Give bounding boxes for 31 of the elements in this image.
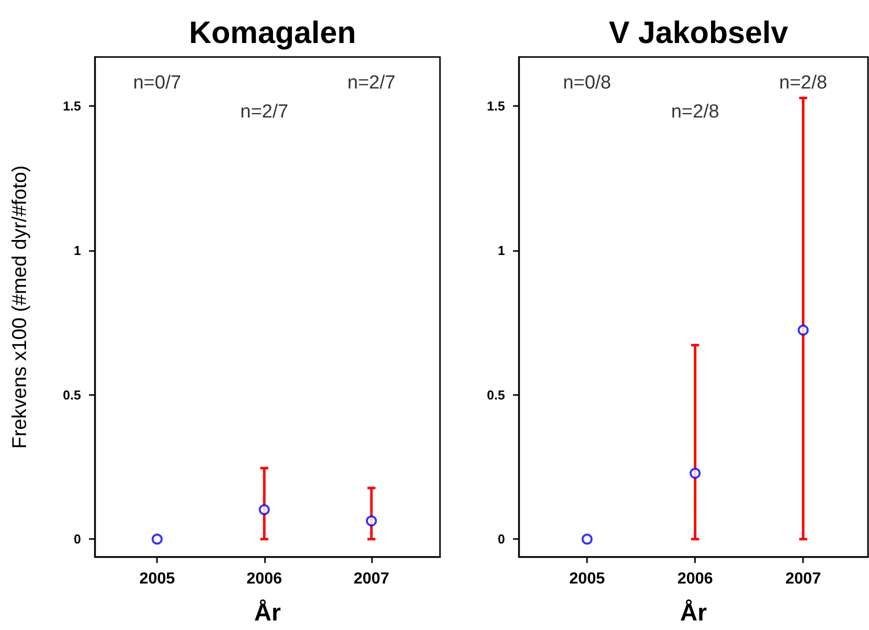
annotation: n=2/8: [671, 102, 720, 122]
chart-title: V Jakobselv: [608, 15, 789, 50]
y-tick-label: 1: [498, 242, 505, 258]
annotation: n=2/7: [240, 102, 288, 122]
y-tick-label: 0.5: [486, 387, 505, 402]
y-tick-label: 1.5: [486, 98, 505, 114]
y-tick-label: 1.5: [62, 98, 81, 114]
point: [366, 515, 377, 526]
y-tick-label: 0.5: [62, 387, 81, 402]
point: [258, 504, 270, 516]
annotation: n=0/8: [563, 72, 612, 94]
x-axis-title: År: [680, 598, 707, 626]
x-tick-label: 2007: [785, 570, 822, 588]
annotation: n=2/8: [779, 72, 828, 94]
x-tick-label: 2005: [139, 570, 176, 588]
point: [690, 468, 701, 479]
x-tick-label: 2005: [569, 570, 605, 588]
y-tick-label: 1: [74, 242, 81, 258]
y-tick-label: 0: [498, 532, 505, 547]
annotation: n=0/7: [133, 72, 182, 94]
chart-title: Komagalen: [188, 15, 356, 50]
x-tick-label: 2006: [246, 570, 282, 588]
point: [152, 534, 163, 545]
x-axis-title: År: [254, 598, 281, 626]
annotation: n=2/7: [347, 72, 396, 94]
y-axis-title: Frekvens x100 (#med dyr/#foto): [9, 165, 31, 449]
x-tick-label: 2007: [354, 570, 390, 588]
point: [582, 534, 593, 545]
x-tick-label: 2006: [677, 570, 714, 588]
point: [798, 324, 809, 336]
y-tick-label: 0: [74, 532, 81, 547]
